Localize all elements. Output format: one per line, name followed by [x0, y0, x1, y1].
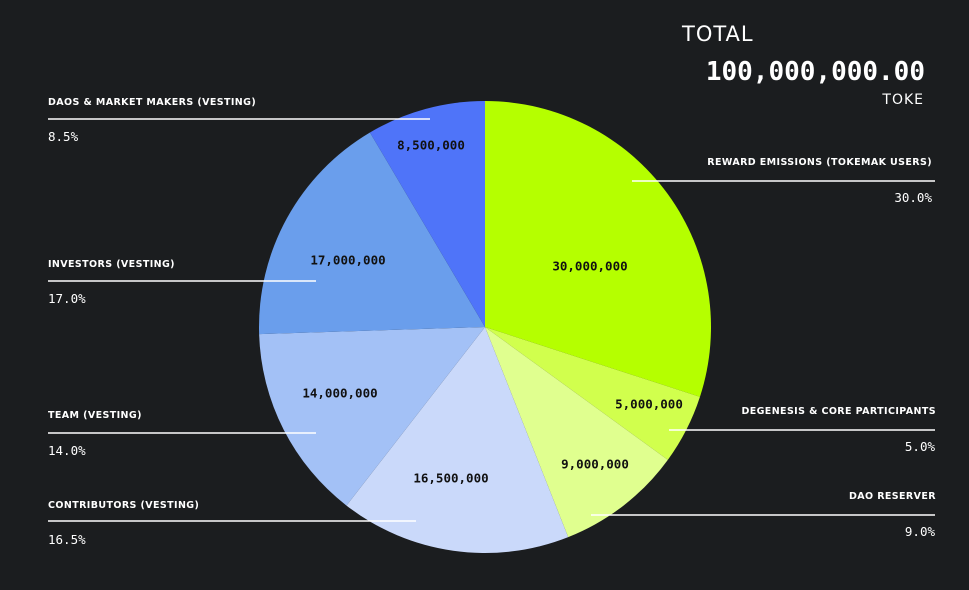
legend-pct-dao-reserver: 9.0% [904, 524, 935, 539]
legend-label-dao-reserver: DAO RESERVER [848, 491, 936, 502]
legend-pct-contributors: 16.5% [48, 532, 86, 547]
legend-pct-team: 14.0% [48, 443, 86, 458]
legend-pct-investors: 17.0% [48, 291, 86, 306]
total-title: TOTAL [682, 22, 754, 46]
pie-slice-reward [485, 101, 712, 397]
legend-pct-degenesis: 5.0% [904, 439, 935, 454]
leader-lines [48, 118, 935, 522]
pie-slice-investors [258, 132, 485, 335]
legend-label-daos-market-makers: DAOS & MARKET MAKERS (VESTING) [48, 97, 257, 108]
pie-slice-daos-mm [369, 101, 485, 327]
pie-slice-dao-reserver [485, 327, 668, 538]
pie-slices [258, 101, 712, 554]
legend-label-degenesis: DEGENESIS & CORE PARTICIPANTS [741, 406, 936, 417]
legend-label-team: TEAM (VESTING) [48, 410, 142, 421]
slice-value-reward: 30,000,000 [552, 259, 627, 274]
total-value: 100,000,000.00 [705, 57, 925, 87]
slice-value-investors: 17,000,000 [310, 253, 385, 268]
legend-label-reward-emissions: REWARD EMISSIONS (TOKEMAK USERS) [707, 157, 932, 168]
slice-value-daos-mm: 8,500,000 [397, 138, 465, 153]
legend-label-investors: INVESTORS (VESTING) [48, 259, 175, 270]
slice-value-labels: 30,000,000 5,000,000 9,000,000 16,500,000 14… [302, 138, 683, 486]
slice-value-team: 14,000,000 [302, 386, 377, 401]
pie-slice-degenesis [485, 327, 700, 460]
slice-value-degenesis: 5,000,000 [615, 397, 683, 412]
legend-label-contributors: CONTRIBUTORS (VESTING) [48, 500, 200, 511]
slice-value-dao-reserver: 9,000,000 [561, 457, 629, 472]
legend-pct-daos-market-makers: 8.5% [48, 129, 79, 144]
legend-pct-reward-emissions: 30.0% [894, 190, 932, 205]
slice-value-contributors: 16,500,000 [413, 471, 488, 486]
pie-slice-contributors [346, 327, 569, 554]
total-unit: TOKE [882, 92, 924, 108]
pie-slice-team [259, 327, 485, 506]
